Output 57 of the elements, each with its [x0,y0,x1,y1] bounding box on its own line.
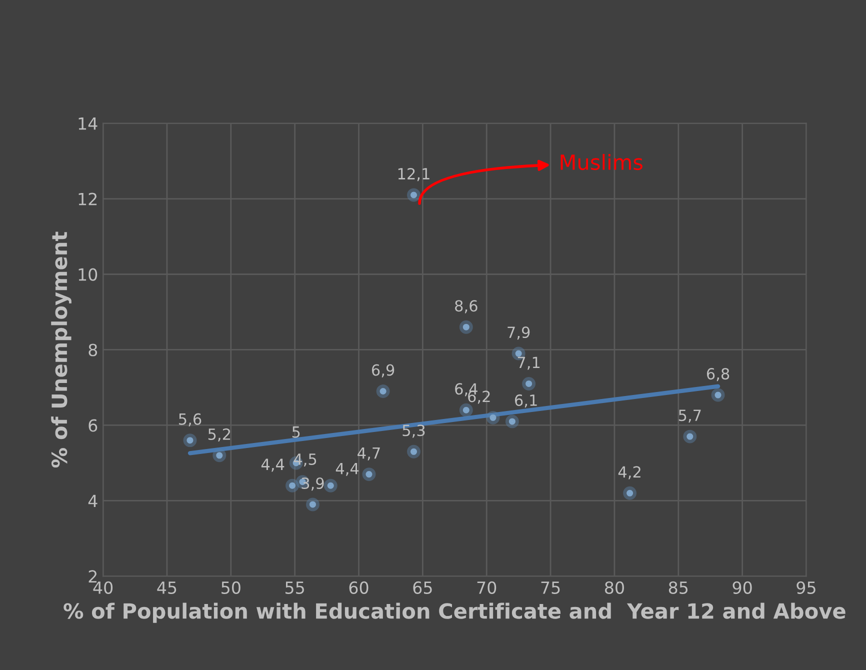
y-tick-label: 4 [88,494,98,508]
x-tick-label: 85 [668,581,688,594]
data-label: 6,1 [514,394,537,408]
data-label: 5,3 [402,424,425,438]
data-label: 5,6 [179,413,202,426]
point [407,188,420,202]
y-tick-label: 2 [88,570,97,583]
data-label: 8,6 [455,300,478,314]
data-label: 4,5 [294,454,316,467]
point [505,414,519,428]
point [306,498,320,512]
point [522,376,536,390]
x-tick-label: 45 [157,582,176,594]
point [362,468,376,482]
point [212,448,226,462]
point [183,434,197,448]
point [324,478,338,492]
x-tick-label: 65 [413,581,432,594]
y-axis-title: % of Unemployment [51,232,72,468]
x-tick-label: 50 [222,581,240,594]
y-tick-label: 14 [78,117,98,130]
point [376,384,390,398]
x-tick-label: 75 [541,582,560,594]
point [286,478,300,492]
y-tick-label: 10 [78,268,98,281]
data-label: 3,9 [302,477,324,491]
point [486,410,500,424]
data-label: 12,1 [398,168,430,182]
y-tick-label: 6 [88,419,98,432]
data-label: 4,4 [261,458,284,472]
x-tick-label: 40 [93,581,113,594]
data-label: 6,9 [372,364,394,378]
data-label: 5,7 [678,410,701,423]
data-label: 4,7 [358,447,380,460]
data-label: 7,1 [518,356,540,370]
data-label: 5 [292,426,300,438]
data-label: 5,2 [208,428,230,442]
point [459,403,473,417]
x-tick-label: 95 [796,581,816,594]
data-label: 6,8 [706,368,730,382]
x-axis-title: % of Population with Education Certificate and Year 12 and Above [64,602,846,623]
x-tick-label: 70 [477,581,496,594]
data-label: 7,9 [508,326,530,340]
x-tick-label: 90 [732,581,752,594]
point [623,486,637,500]
point [711,388,725,402]
point [683,430,697,444]
x-tick-label: 55 [286,582,304,594]
y-tick-label: 8 [88,344,98,356]
y-tick-label: 12 [78,192,97,206]
data-label: 4,4 [336,462,359,476]
x-tick-label: 80 [604,581,624,594]
point [407,444,420,458]
x-tick-label: 60 [349,581,368,594]
annotation: Muslims [560,154,642,170]
data-label: 4,2 [618,466,640,480]
point [459,320,473,334]
